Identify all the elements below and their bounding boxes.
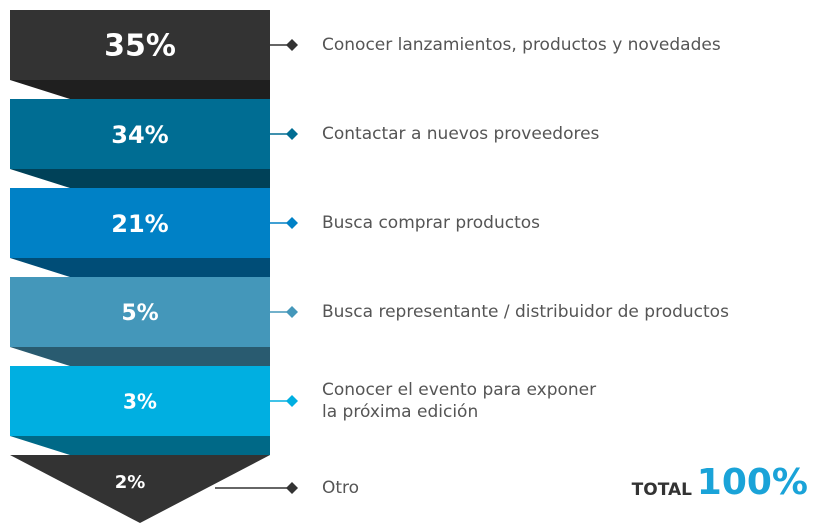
diamond (286, 128, 298, 140)
diamond (286, 482, 298, 494)
category-label: Conocer lanzamientos, productos y noveda… (322, 35, 721, 55)
category-label: Busca representante / distribuidor de pr… (322, 302, 729, 322)
value-label: 5% (121, 301, 158, 326)
funnel-block (10, 10, 270, 80)
category-label: Contactar a nuevos proveedores (322, 124, 600, 144)
value-label: 2% (115, 472, 146, 493)
value-label: 35% (104, 29, 176, 64)
funnel-tip (10, 455, 270, 523)
diamond (286, 306, 298, 318)
diamond (286, 217, 298, 229)
diamond (286, 39, 298, 51)
funnel-block (10, 188, 270, 258)
value-label: 21% (111, 210, 168, 238)
funnel-block (10, 99, 270, 169)
fold (10, 347, 270, 366)
value-label: 34% (111, 121, 168, 149)
funnel-block (10, 277, 270, 347)
funnel-block (10, 366, 270, 436)
total-value: 100% (697, 462, 808, 503)
fold (10, 258, 270, 277)
fold (10, 436, 270, 455)
diamond (286, 395, 298, 407)
fold (10, 169, 270, 188)
fold (10, 80, 270, 99)
total-label: TOTAL (632, 480, 692, 500)
value-label: 3% (123, 390, 157, 414)
category-label: Conocer el evento para exponer (322, 380, 596, 400)
category-label: Otro (322, 478, 359, 498)
category-label: la próxima edición (322, 402, 478, 422)
category-label: Busca comprar productos (322, 213, 540, 233)
